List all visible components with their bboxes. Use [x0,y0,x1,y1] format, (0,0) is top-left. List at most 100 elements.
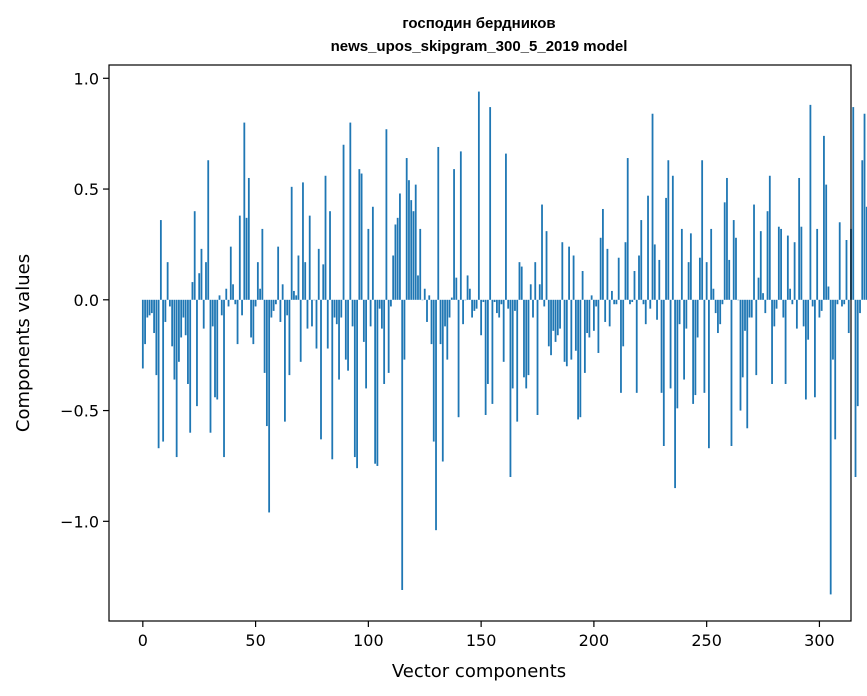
bar-43 [238,215,241,300]
bar-22 [191,282,194,300]
bar-54 [263,299,266,373]
bar-30 [209,299,212,433]
bar-13 [171,299,174,347]
bar-183 [554,299,557,342]
y-tick-label-3: −0.5 [60,402,99,421]
x-axis-label: Vector components [392,661,566,682]
bar-74 [308,215,311,300]
bar-122 [417,275,419,300]
bar-222 [642,299,645,305]
bar-60 [277,246,280,300]
bar-165 [514,299,516,311]
bar-229 [658,259,661,300]
bar-145 [468,288,471,300]
bar-56 [268,299,271,513]
bar-87 [338,299,340,380]
bar-218 [633,271,636,300]
bar-174 [534,262,537,300]
bar-207 [608,299,611,327]
bar-130 [435,299,437,531]
bar-258 [723,202,726,300]
bar-185 [559,299,561,329]
bar-263 [735,237,737,300]
bar-28 [205,262,207,300]
bar-141 [459,151,462,300]
bar-244 [692,299,695,404]
bar-136 [448,299,451,318]
bar-309 [838,222,841,300]
bar-102 [371,206,374,300]
bar-110 [390,299,392,307]
bar-232 [665,197,667,300]
bar-248 [701,160,704,300]
bar-23 [193,211,196,300]
bar-270 [750,299,753,318]
bar-146 [471,299,473,318]
bar-212 [620,299,622,393]
bar-210 [615,299,618,305]
bar-242 [687,262,690,300]
bar-93 [351,299,354,327]
bar-152 [484,299,487,415]
bar-256 [719,299,722,325]
bar-35 [220,299,223,316]
bar-20 [187,299,189,384]
bar-109 [387,299,390,373]
bar-53 [261,228,264,300]
bar-84 [331,299,334,460]
bar-252 [710,228,713,300]
bar-120 [412,211,415,300]
bar-246 [696,299,699,338]
bar-166 [516,299,519,422]
bar-135 [446,299,449,360]
bar-154 [489,107,492,300]
bar-288 [791,299,794,305]
bar-14 [173,299,176,380]
bar-157 [496,299,498,314]
bar-313 [847,299,850,334]
bar-182 [552,299,555,331]
bar-71 [302,182,304,300]
bar-112 [394,224,397,300]
bar-72 [304,262,307,300]
bar-176 [538,284,541,300]
bar-188 [565,299,568,367]
bar-215 [626,158,629,300]
y-tick-label-2: 0.0 [74,291,99,310]
bar-70 [299,299,302,362]
bar-266 [741,299,744,378]
bar-4 [150,299,153,314]
bar-170 [525,299,528,389]
bar-18 [182,299,185,318]
bar-298 [814,299,816,398]
bar-171 [527,299,530,376]
bar-194 [579,299,582,418]
bar-318 [859,299,861,314]
bar-320 [863,113,866,300]
bar-5 [153,299,155,334]
bar-189 [568,246,570,300]
bar-217 [631,299,634,303]
bar-150 [480,299,483,336]
bar-51 [256,262,259,300]
bar-149 [477,91,480,300]
bar-292 [800,226,803,300]
bar-211 [617,257,620,300]
y-axis-label: Components values [13,254,34,432]
bar-251 [708,299,710,449]
bar-147 [473,299,476,311]
bar-33 [216,299,219,400]
bar-126 [426,299,428,322]
bar-239 [680,228,683,300]
bar-311 [843,299,846,305]
x-tick-label-6: 300 [804,631,835,650]
bar-235 [671,175,674,300]
bar-236 [674,299,676,489]
bar-190 [570,299,573,360]
bar-196 [583,299,586,373]
bar-91 [347,299,349,371]
bar-276 [764,299,767,314]
bar-284 [782,299,785,318]
bar-249 [703,299,706,393]
